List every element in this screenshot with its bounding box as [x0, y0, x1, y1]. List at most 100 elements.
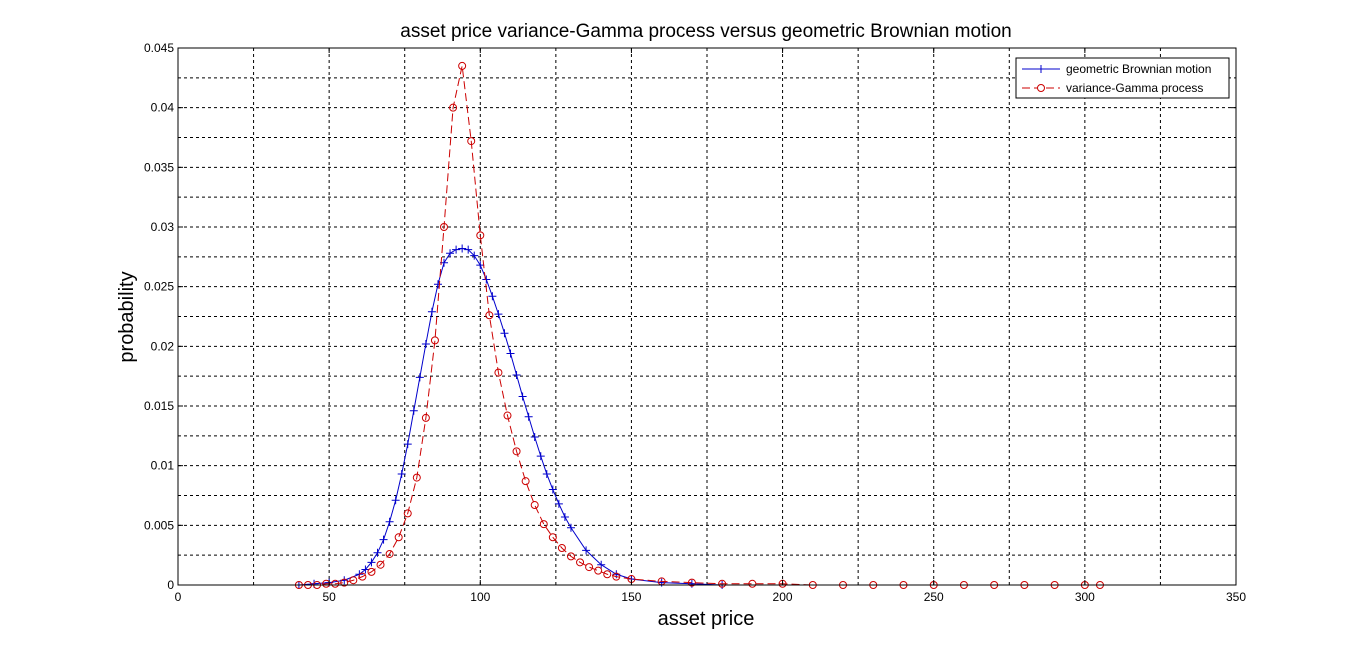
legend-item: geometric Brownian motion [1022, 62, 1211, 76]
y-tick-label: 0.045 [144, 41, 174, 55]
data-point-circle [458, 61, 467, 70]
axes: 0 50 100 150 200 250 300 350 0 0.005 0.01 0.015 0.02… [144, 41, 1246, 604]
chart-title: asset price variance-Gamma process versu… [400, 21, 1011, 42]
data-point-plus [597, 560, 606, 569]
y-tick-label: 0.035 [144, 160, 174, 174]
data-point-circle [358, 572, 367, 581]
x-tick-label: 200 [773, 590, 793, 604]
data-point-plus [530, 433, 539, 442]
data-point-circle [467, 137, 476, 146]
data-point-plus [433, 280, 442, 289]
data-point-plus [361, 565, 370, 574]
data-point-circle [331, 579, 340, 588]
data-point-circle [403, 509, 412, 518]
grid-lines [178, 48, 1236, 585]
legend-label: variance-Gamma process [1066, 81, 1203, 95]
data-point-circle [440, 223, 449, 231]
data-point-plus [391, 496, 400, 505]
data-point-circle [539, 520, 548, 529]
x-tick-label: 300 [1075, 590, 1095, 604]
data-point-plus [421, 339, 430, 348]
data-point-plus [500, 329, 509, 338]
legend-marker-plus [1037, 65, 1045, 73]
data-point-circle [748, 579, 757, 588]
legend-label: geometric Brownian motion [1066, 62, 1211, 76]
x-tick-label: 350 [1226, 590, 1246, 604]
data-point-circle [394, 533, 403, 542]
x-tick-label: 100 [470, 590, 490, 604]
x-axis-title: asset price [658, 608, 755, 630]
data-point-circle [367, 567, 376, 576]
data-point-plus [566, 523, 575, 532]
data-point-plus [427, 307, 436, 316]
axes-box [177, 47, 1237, 586]
x-tick-label: 50 [322, 590, 336, 604]
data-point-circle [612, 572, 621, 581]
data-point-circle [349, 576, 358, 585]
data-point-plus [554, 499, 563, 508]
data-point-plus [494, 310, 503, 319]
x-tick-label: 0 [175, 590, 182, 604]
y-tick-label: 0.015 [144, 399, 174, 413]
data-point-plus [446, 249, 455, 258]
data-point-plus [415, 373, 424, 382]
data-point-plus [397, 470, 406, 479]
data-point-plus [379, 535, 388, 544]
data-point-plus [548, 485, 557, 494]
data-point-plus [476, 261, 485, 270]
data-point-circle [603, 570, 612, 579]
data-point-circle [530, 501, 539, 510]
y-tick-label: 0.01 [151, 459, 175, 473]
data-point-circle [503, 411, 512, 420]
data-point-circle [476, 231, 485, 240]
data-point-plus [373, 548, 382, 557]
y-tick-label: 0.02 [151, 339, 175, 353]
data-point-circle [430, 336, 439, 345]
legend: geometric Brownian motion variance-Gamma … [1015, 57, 1230, 99]
data-point-circle [576, 558, 585, 567]
data-point-plus [403, 440, 412, 449]
data-point-circle [412, 473, 421, 482]
data-point-circle [585, 563, 594, 572]
data-point-circle [718, 579, 727, 588]
y-tick-label: 0 [167, 578, 174, 592]
data-point-plus [560, 512, 569, 521]
data-point-plus [582, 546, 591, 555]
data-point-circle [548, 533, 557, 542]
legend-marker-circle [1037, 84, 1045, 92]
data-point-plus [367, 558, 376, 567]
data-point-plus [488, 292, 497, 301]
data-point-plus [524, 412, 533, 421]
y-tick-label: 0.04 [151, 101, 175, 115]
data-point-circle [687, 578, 696, 587]
data-point-plus [536, 452, 545, 461]
data-point-plus [385, 517, 394, 526]
data-point-plus [464, 245, 473, 254]
x-tick-label: 150 [621, 590, 641, 604]
data-point-plus [482, 275, 491, 284]
data-point-circle [494, 368, 503, 377]
legend-item: variance-Gamma process [1022, 81, 1203, 95]
data-point-circle [521, 477, 530, 486]
data-point-circle [557, 544, 566, 553]
data-point-plus [458, 244, 467, 253]
y-tick-label: 0.025 [144, 280, 174, 294]
data-point-plus [542, 470, 551, 479]
data-point-plus [512, 370, 521, 379]
data-point-plus [506, 349, 515, 358]
data-point-circle [421, 413, 430, 422]
data-point-plus [518, 392, 527, 401]
data-point-circle [385, 549, 394, 558]
data-point-plus [452, 245, 461, 254]
data-point-circle [340, 578, 349, 587]
x-tick-label: 250 [924, 590, 944, 604]
data-point-circle [594, 566, 603, 575]
data-point-circle [485, 311, 494, 320]
y-axis-title: probability [116, 271, 138, 362]
data-point-circle [449, 103, 458, 112]
data-point-circle [376, 560, 385, 569]
data-point-circle [566, 552, 575, 561]
data-point-plus [470, 251, 479, 260]
legend-box [1015, 57, 1230, 99]
